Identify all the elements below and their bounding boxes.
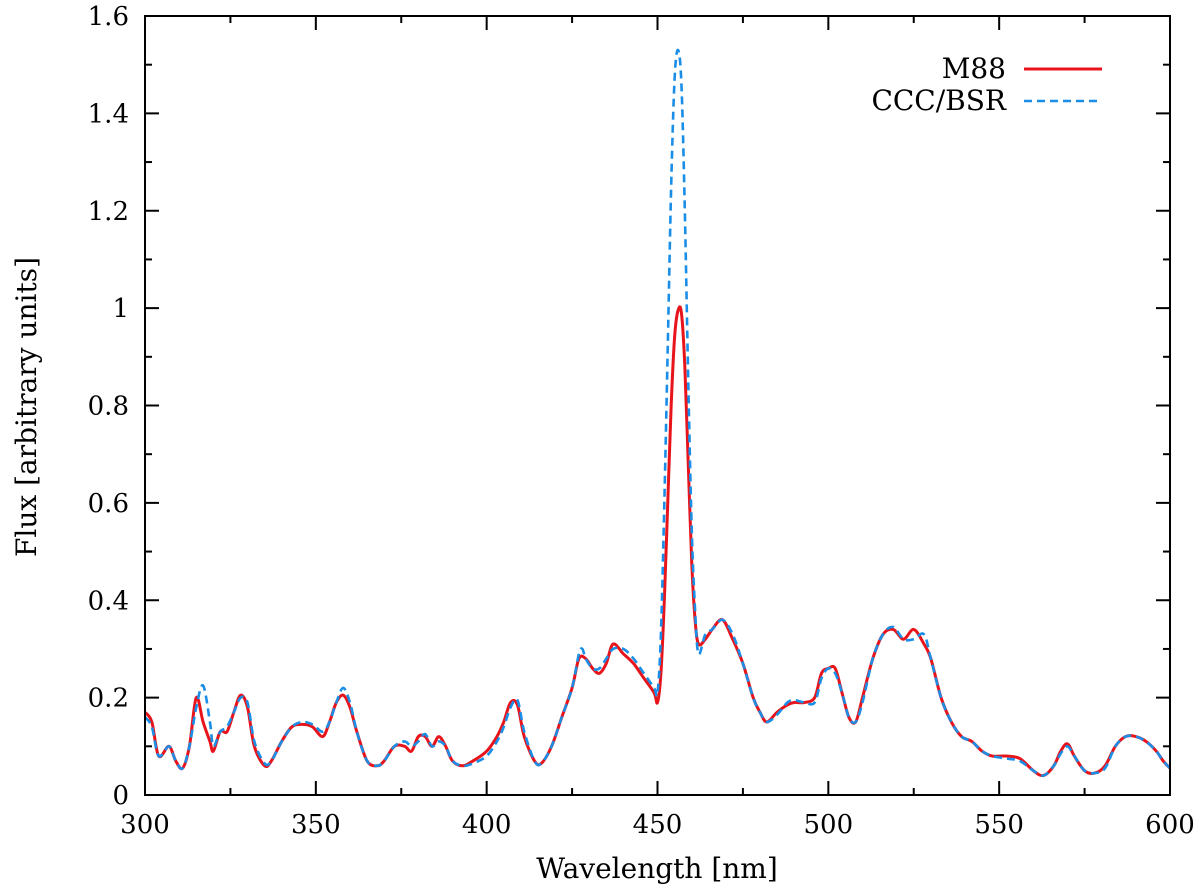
series-layer [143,48,1172,778]
y-axis-label: Flux [arbitrary units] [10,257,43,557]
legend: M88 CCC/BSR [871,52,1102,117]
y-tick-label: 1.6 [88,2,129,32]
y-tick-label: 0.2 [88,684,129,714]
y-axis-ticks: 0 0.2 0.4 0.6 0.8 1 1.2 1.4 1.6 [88,2,1170,811]
x-tick-label: 450 [633,810,683,840]
x-axis-ticks: 300 350 400 450 500 550 600 [120,16,1195,840]
series-line-m88 [143,305,1172,778]
plot-frame [144,15,1171,796]
y-tick-label: 0.4 [88,586,129,616]
x-tick-label: 350 [291,810,341,840]
series-line-ccc-bsr [143,48,1171,777]
y-tick-label: 0 [112,781,129,811]
y-tick-label: 1 [112,294,129,324]
x-tick-label: 600 [1145,810,1195,840]
x-tick-label: 500 [804,810,854,840]
y-tick-label: 0.8 [88,392,129,422]
x-tick-label: 300 [120,810,170,840]
legend-label-m88: M88 [942,52,1006,85]
x-tick-label: 400 [462,810,512,840]
y-tick-label: 1.2 [88,197,129,227]
x-axis-label: Wavelength [nm] [536,852,778,885]
y-tick-label: 0.6 [88,489,129,519]
y-tick-label: 1.4 [88,99,129,129]
legend-label-ccc-bsr: CCC/BSR [871,84,1006,117]
x-tick-label: 550 [974,810,1024,840]
